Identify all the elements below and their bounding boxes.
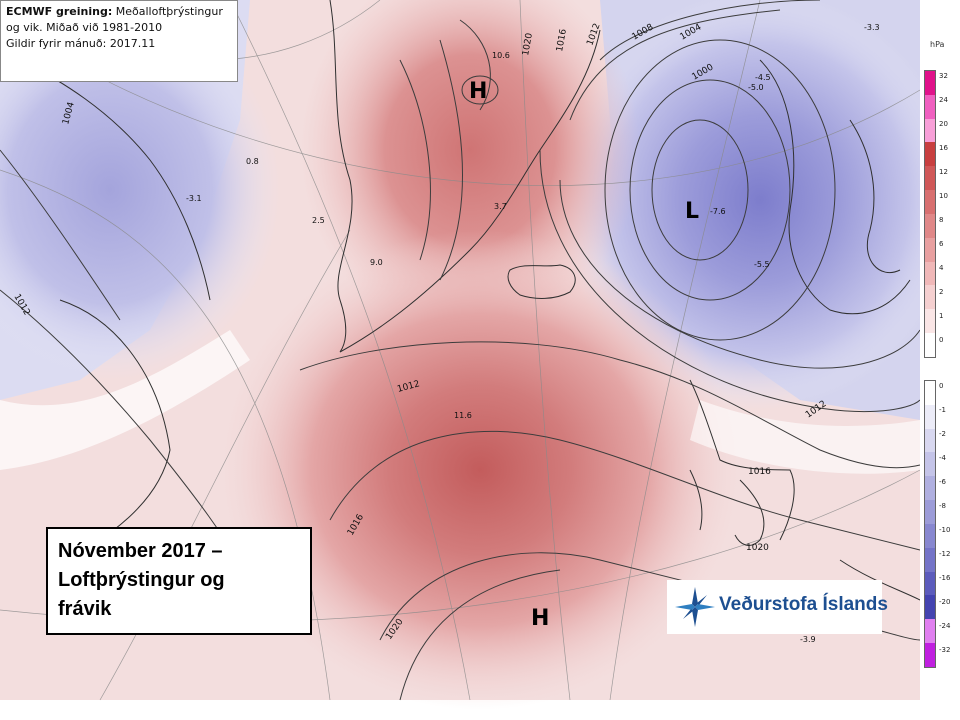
anomaly-value: -5.0 bbox=[748, 83, 764, 92]
anomaly-value: 2.5 bbox=[312, 216, 325, 225]
legend-negative-bar bbox=[924, 380, 936, 668]
anomaly-value: 11.6 bbox=[454, 411, 472, 420]
legend-tick-label: -4 bbox=[939, 454, 946, 462]
legend-tick-label: 4 bbox=[939, 264, 944, 272]
logo-text: Veðurstofa Íslands bbox=[719, 594, 888, 615]
map-title-box: Nóvember 2017 – Loftþrýstingur og frávik bbox=[46, 527, 312, 635]
legend-color-step bbox=[925, 309, 935, 334]
anomaly-value: 9.0 bbox=[370, 258, 383, 267]
legend-color-step bbox=[925, 213, 935, 238]
legend-tick-label: 10 bbox=[939, 192, 948, 200]
legend-tick-label: -24 bbox=[939, 622, 951, 630]
high-pressure-center-atlantic: H bbox=[531, 606, 549, 631]
legend-tick-label: 24 bbox=[939, 96, 948, 104]
legend-tick-label: -10 bbox=[939, 526, 951, 534]
legend-color-step bbox=[925, 595, 935, 620]
legend-tick-label: 0 bbox=[939, 336, 944, 344]
anomaly-value: -3.3 bbox=[864, 23, 880, 32]
anomaly-value: -3.1 bbox=[186, 194, 202, 203]
isobar-label: 1020 bbox=[746, 543, 769, 553]
legend-color-step bbox=[925, 404, 935, 429]
legend-color-step bbox=[925, 452, 935, 477]
legend-tick-label: -6 bbox=[939, 478, 946, 486]
title-line-3: frávik bbox=[58, 598, 112, 620]
legend-color-step bbox=[925, 523, 935, 548]
anomaly-value: -3.9 bbox=[800, 635, 816, 644]
legend-color-step bbox=[925, 237, 935, 262]
info-title-bold: ECMWF greining: bbox=[6, 5, 113, 18]
isobar-label: 1016 bbox=[748, 467, 771, 477]
legend-color-step bbox=[925, 166, 935, 191]
logo-box: Veðurstofa Íslands bbox=[667, 580, 888, 634]
legend-color-step bbox=[925, 261, 935, 286]
legend-color-step bbox=[925, 500, 935, 524]
anomaly-value: 10.6 bbox=[492, 51, 510, 60]
title-line-1: Nóvember 2017 – bbox=[58, 540, 223, 562]
legend-tick-label: 8 bbox=[939, 216, 944, 224]
vedurstofa-logo-icon bbox=[675, 587, 715, 627]
high-pressure-center-greenland: H bbox=[469, 79, 487, 104]
legend-tick-label: 16 bbox=[939, 144, 948, 152]
legend-color-step bbox=[925, 285, 935, 310]
legend-color-step bbox=[925, 428, 935, 453]
info-valid-month: Gildir fyrir mánuð: 2017.11 bbox=[6, 37, 156, 50]
legend-tick-label: -1 bbox=[939, 406, 946, 414]
legend-color-step bbox=[925, 71, 935, 95]
anomaly-value: 0.8 bbox=[246, 157, 259, 166]
legend-color-step bbox=[925, 142, 935, 167]
anomaly-value: 3.7 bbox=[494, 202, 507, 211]
legend-color-step bbox=[925, 94, 935, 119]
legend-tick-label: -32 bbox=[939, 646, 951, 654]
legend-tick-label: 0 bbox=[939, 382, 944, 390]
legend-tick-label: -8 bbox=[939, 502, 946, 510]
anomaly-value: -7.6 bbox=[710, 207, 726, 216]
legend-tick-label: 1 bbox=[939, 312, 944, 320]
legend-tick-label: -12 bbox=[939, 550, 951, 558]
legend-color-step bbox=[925, 118, 935, 143]
legend-unit: hPa bbox=[930, 40, 945, 49]
legend-color-step bbox=[925, 190, 935, 214]
legend-positive-bar bbox=[924, 70, 936, 358]
legend-color-step bbox=[925, 547, 935, 572]
anomaly-value: -4.5 bbox=[755, 73, 771, 82]
isobar-label: 1016 bbox=[555, 28, 569, 53]
analysis-info-box: ECMWF greining: Meðalloftþrýstingur og v… bbox=[0, 0, 238, 82]
legend-tick-label: -16 bbox=[939, 574, 951, 582]
title-line-2: Loftþrýstingur og bbox=[58, 569, 225, 591]
legend-tick-label: 12 bbox=[939, 168, 948, 176]
legend-color-step bbox=[925, 571, 935, 596]
legend-tick-label: 2 bbox=[939, 288, 944, 296]
legend-tick-label: 20 bbox=[939, 120, 948, 128]
low-pressure-center-norwegian-sea: L bbox=[685, 199, 699, 224]
anomaly-value: -5.5 bbox=[754, 260, 770, 269]
legend-color-step bbox=[925, 381, 935, 405]
legend-tick-label: 32 bbox=[939, 72, 948, 80]
legend-tick-label: -20 bbox=[939, 598, 951, 606]
legend-tick-label: -2 bbox=[939, 430, 946, 438]
legend-color-step bbox=[925, 476, 935, 501]
legend-color-step bbox=[925, 643, 935, 667]
info-title-rest: Meðalloftþrýstingur bbox=[112, 5, 223, 18]
legend-tick-label: 6 bbox=[939, 240, 944, 248]
isobar-label: 1020 bbox=[521, 32, 535, 57]
legend-color-step bbox=[925, 619, 935, 644]
legend-color-step bbox=[925, 333, 935, 357]
info-reference-period: og vik. Miðað við 1981-2010 bbox=[6, 21, 163, 34]
